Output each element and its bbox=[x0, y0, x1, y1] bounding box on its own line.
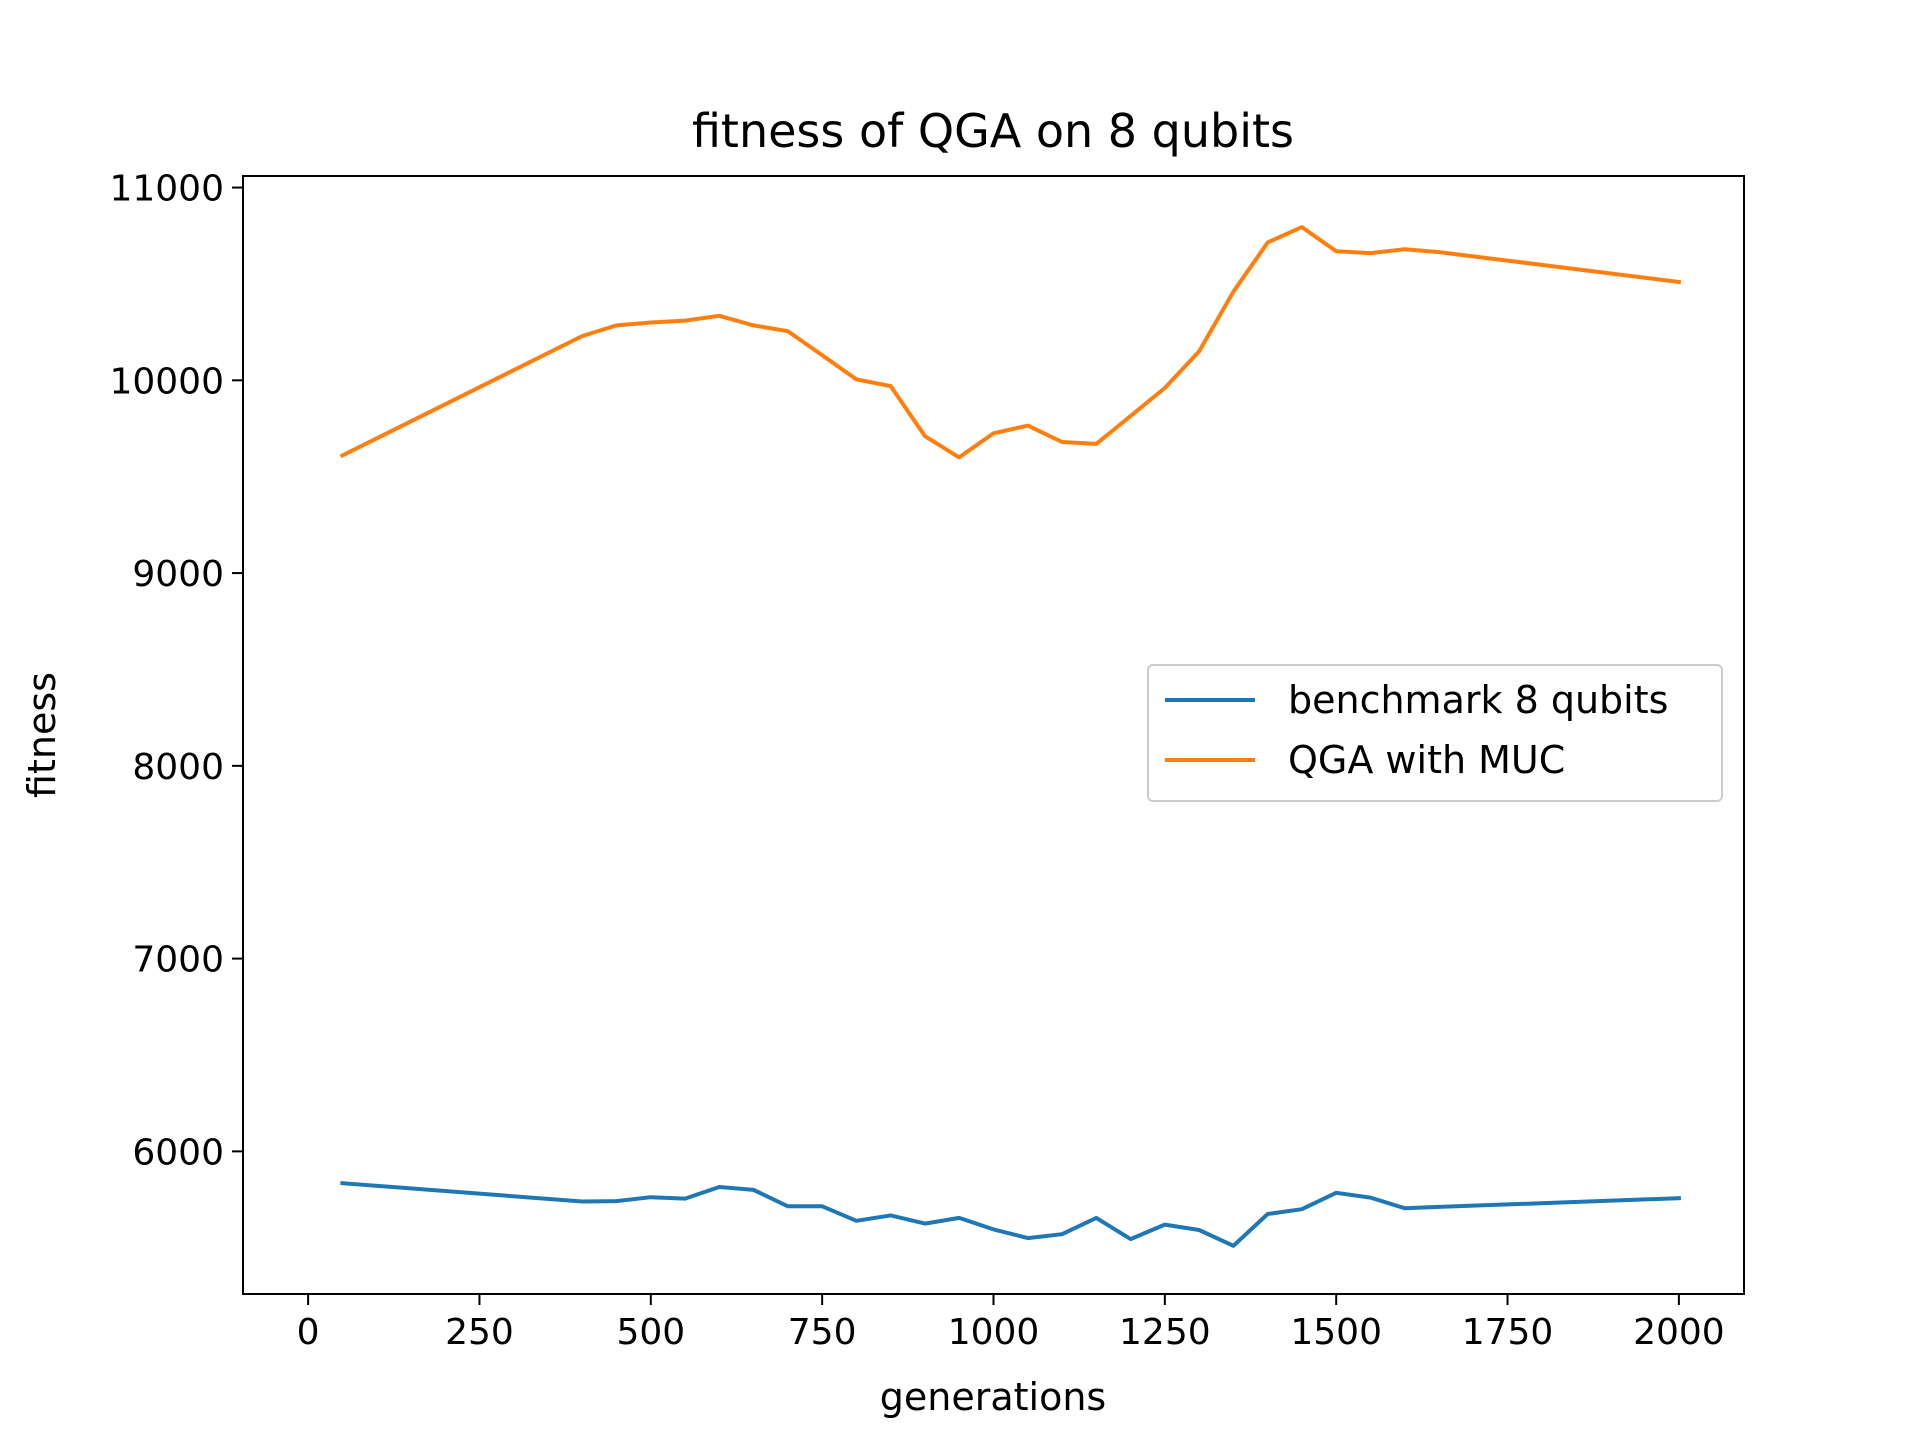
legend-label-1: QGA with MUC bbox=[1288, 738, 1565, 782]
x-tick-label: 1250 bbox=[1119, 1312, 1211, 1353]
y-axis-label: fitness bbox=[20, 672, 64, 798]
x-tick-label: 1500 bbox=[1290, 1312, 1382, 1353]
legend-label-0: benchmark 8 qubits bbox=[1288, 678, 1668, 722]
x-tick-label: 250 bbox=[445, 1312, 514, 1353]
chart-title: fitness of QGA on 8 qubits bbox=[692, 104, 1294, 158]
y-tick-label: 10000 bbox=[109, 361, 224, 402]
y-tick-label: 9000 bbox=[132, 554, 224, 595]
series-line-0 bbox=[340, 1181, 1681, 1248]
series-line-1 bbox=[339, 225, 1682, 460]
x-tick-label: 1000 bbox=[948, 1312, 1040, 1353]
x-tick-label: 2000 bbox=[1633, 1312, 1725, 1353]
x-tick-label: 0 bbox=[297, 1312, 320, 1353]
x-axis-label: generations bbox=[880, 1375, 1106, 1419]
legend: benchmark 8 qubits QGA with MUC bbox=[1147, 664, 1723, 802]
y-tick-label: 7000 bbox=[132, 940, 224, 981]
y-tick-label: 11000 bbox=[109, 169, 224, 210]
legend-box bbox=[1147, 664, 1723, 802]
x-tick-label: 1750 bbox=[1462, 1312, 1554, 1353]
y-tick-label: 8000 bbox=[132, 747, 224, 788]
x-tick-label: 750 bbox=[788, 1312, 857, 1353]
y-tick-label: 6000 bbox=[132, 1132, 224, 1173]
x-tick-label: 500 bbox=[616, 1312, 685, 1353]
